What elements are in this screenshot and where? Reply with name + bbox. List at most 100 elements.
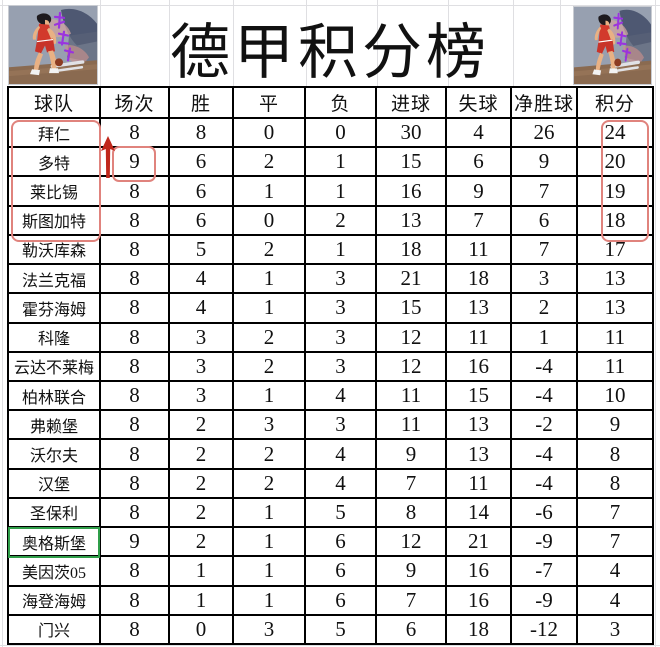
cell-value[interactable]: 8 bbox=[100, 468, 169, 498]
cell-value[interactable]: 0 bbox=[305, 118, 376, 148]
cell-team-name[interactable]: 勒沃库森 bbox=[8, 234, 100, 265]
cell-value[interactable]: 0 bbox=[233, 118, 305, 148]
cell-value[interactable]: 11 bbox=[376, 380, 446, 411]
cell-value[interactable]: 6 bbox=[511, 205, 577, 235]
cell-team-name[interactable]: 法兰克福 bbox=[8, 264, 100, 294]
cell-value[interactable]: 8 bbox=[577, 468, 653, 498]
cell-value[interactable]: 3 bbox=[511, 264, 577, 294]
cell-value[interactable]: 9 bbox=[577, 410, 653, 440]
cell-value[interactable]: 6 bbox=[169, 176, 233, 206]
cell-value[interactable]: 9 bbox=[100, 147, 169, 177]
cell-team-name[interactable]: 美因茨05 bbox=[8, 556, 100, 586]
cell-value[interactable]: 1 bbox=[233, 527, 305, 557]
cell-value[interactable]: 7 bbox=[577, 527, 653, 557]
cell-value[interactable]: 8 bbox=[100, 585, 169, 615]
cell-value[interactable]: 7 bbox=[376, 585, 446, 615]
cell-value[interactable]: 6 bbox=[376, 614, 446, 644]
cell-value[interactable]: 3 bbox=[169, 351, 233, 381]
cell-value[interactable]: 1 bbox=[233, 380, 305, 411]
cell-value[interactable]: 2 bbox=[233, 147, 305, 177]
cell-value[interactable]: 8 bbox=[100, 556, 169, 586]
column-header[interactable]: 场次 bbox=[100, 87, 169, 118]
cell-value[interactable]: -4 bbox=[511, 439, 577, 469]
cell-value[interactable]: 18 bbox=[446, 264, 511, 294]
cell-value[interactable]: 11 bbox=[376, 410, 446, 440]
cell-team-name[interactable]: 多特 bbox=[8, 147, 100, 177]
cell-value[interactable]: 3 bbox=[305, 351, 376, 381]
cell-value[interactable]: 9 bbox=[376, 556, 446, 586]
cell-team-name[interactable]: 海登海姆 bbox=[8, 585, 100, 615]
cell-value[interactable]: 2 bbox=[169, 439, 233, 469]
cell-value[interactable]: 2 bbox=[169, 410, 233, 440]
cell-value[interactable]: 12 bbox=[376, 322, 446, 352]
cell-value[interactable]: 4 bbox=[305, 468, 376, 498]
cell-value[interactable]: 1 bbox=[233, 176, 305, 206]
cell-value[interactable]: 1 bbox=[305, 147, 376, 177]
cell-value[interactable]: 8 bbox=[100, 351, 169, 381]
cell-value[interactable]: 1 bbox=[233, 293, 305, 323]
cell-value[interactable]: 17 bbox=[577, 234, 653, 265]
cell-value[interactable]: 4 bbox=[305, 380, 376, 411]
cell-value[interactable]: 8 bbox=[100, 205, 169, 235]
cell-value[interactable]: 0 bbox=[233, 205, 305, 235]
cell-team-name[interactable]: 莱比锡 bbox=[8, 176, 100, 206]
cell-value[interactable]: 3 bbox=[233, 410, 305, 440]
cell-value[interactable]: 14 bbox=[446, 497, 511, 528]
cell-value[interactable]: 2 bbox=[169, 468, 233, 498]
cell-value[interactable]: 7 bbox=[577, 497, 653, 528]
cell-value[interactable]: -9 bbox=[511, 585, 577, 615]
column-header[interactable]: 进球 bbox=[376, 87, 446, 118]
cell-value[interactable]: 8 bbox=[577, 439, 653, 469]
cell-value[interactable]: 1 bbox=[511, 322, 577, 352]
cell-value[interactable]: 20 bbox=[577, 147, 653, 177]
cell-value[interactable]: 6 bbox=[169, 205, 233, 235]
cell-value[interactable]: 11 bbox=[446, 468, 511, 498]
cell-value[interactable]: 3 bbox=[233, 614, 305, 644]
cell-team-name[interactable]: 圣保利 bbox=[8, 497, 100, 528]
cell-value[interactable]: 16 bbox=[446, 585, 511, 615]
cell-value[interactable]: 7 bbox=[511, 176, 577, 206]
cell-value[interactable]: 4 bbox=[169, 264, 233, 294]
cell-value[interactable]: 8 bbox=[100, 234, 169, 265]
cell-value[interactable]: 9 bbox=[376, 439, 446, 469]
cell-value[interactable]: 0 bbox=[169, 614, 233, 644]
cell-team-name[interactable]: 柏林联合 bbox=[8, 380, 100, 411]
cell-value[interactable]: 8 bbox=[376, 497, 446, 528]
column-header[interactable]: 负 bbox=[305, 87, 376, 118]
cell-value[interactable]: 2 bbox=[169, 527, 233, 557]
column-header[interactable]: 失球 bbox=[446, 87, 511, 118]
cell-value[interactable]: 5 bbox=[305, 614, 376, 644]
cell-value[interactable]: -7 bbox=[511, 556, 577, 586]
cell-value[interactable]: 6 bbox=[305, 585, 376, 615]
cell-value[interactable]: 1 bbox=[305, 234, 376, 265]
cell-value[interactable]: 7 bbox=[511, 234, 577, 265]
cell-value[interactable]: 4 bbox=[305, 439, 376, 469]
cell-value[interactable]: 8 bbox=[169, 118, 233, 148]
cell-value[interactable]: 13 bbox=[376, 205, 446, 235]
cell-value[interactable]: 12 bbox=[376, 351, 446, 381]
cell-value[interactable]: 8 bbox=[100, 380, 169, 411]
cell-team-name[interactable]: 拜仁 bbox=[8, 118, 100, 148]
column-header[interactable]: 积分 bbox=[577, 87, 653, 118]
cell-team-name[interactable]: 汉堡 bbox=[8, 468, 100, 498]
cell-value[interactable]: 8 bbox=[100, 293, 169, 323]
cell-value[interactable]: 3 bbox=[305, 264, 376, 294]
cell-value[interactable]: 3 bbox=[305, 322, 376, 352]
cell-value[interactable]: 11 bbox=[577, 351, 653, 381]
cell-value[interactable]: 9 bbox=[446, 176, 511, 206]
cell-value[interactable]: 18 bbox=[376, 234, 446, 265]
cell-value[interactable]: 3 bbox=[169, 322, 233, 352]
cell-value[interactable]: 26 bbox=[511, 118, 577, 148]
cell-value[interactable]: 13 bbox=[577, 264, 653, 294]
cell-value[interactable]: 13 bbox=[446, 410, 511, 440]
cell-team-name[interactable]: 科隆 bbox=[8, 322, 100, 352]
cell-value[interactable]: -2 bbox=[511, 410, 577, 440]
cell-team-name[interactable]: 云达不莱梅 bbox=[8, 351, 100, 381]
cell-value[interactable]: 1 bbox=[169, 556, 233, 586]
cell-value[interactable]: -12 bbox=[511, 614, 577, 644]
cell-team-name[interactable]: 霍芬海姆 bbox=[8, 293, 100, 323]
cell-value[interactable]: 15 bbox=[376, 147, 446, 177]
cell-value[interactable]: 5 bbox=[169, 234, 233, 265]
cell-value[interactable]: 6 bbox=[169, 147, 233, 177]
cell-value[interactable]: 4 bbox=[577, 585, 653, 615]
